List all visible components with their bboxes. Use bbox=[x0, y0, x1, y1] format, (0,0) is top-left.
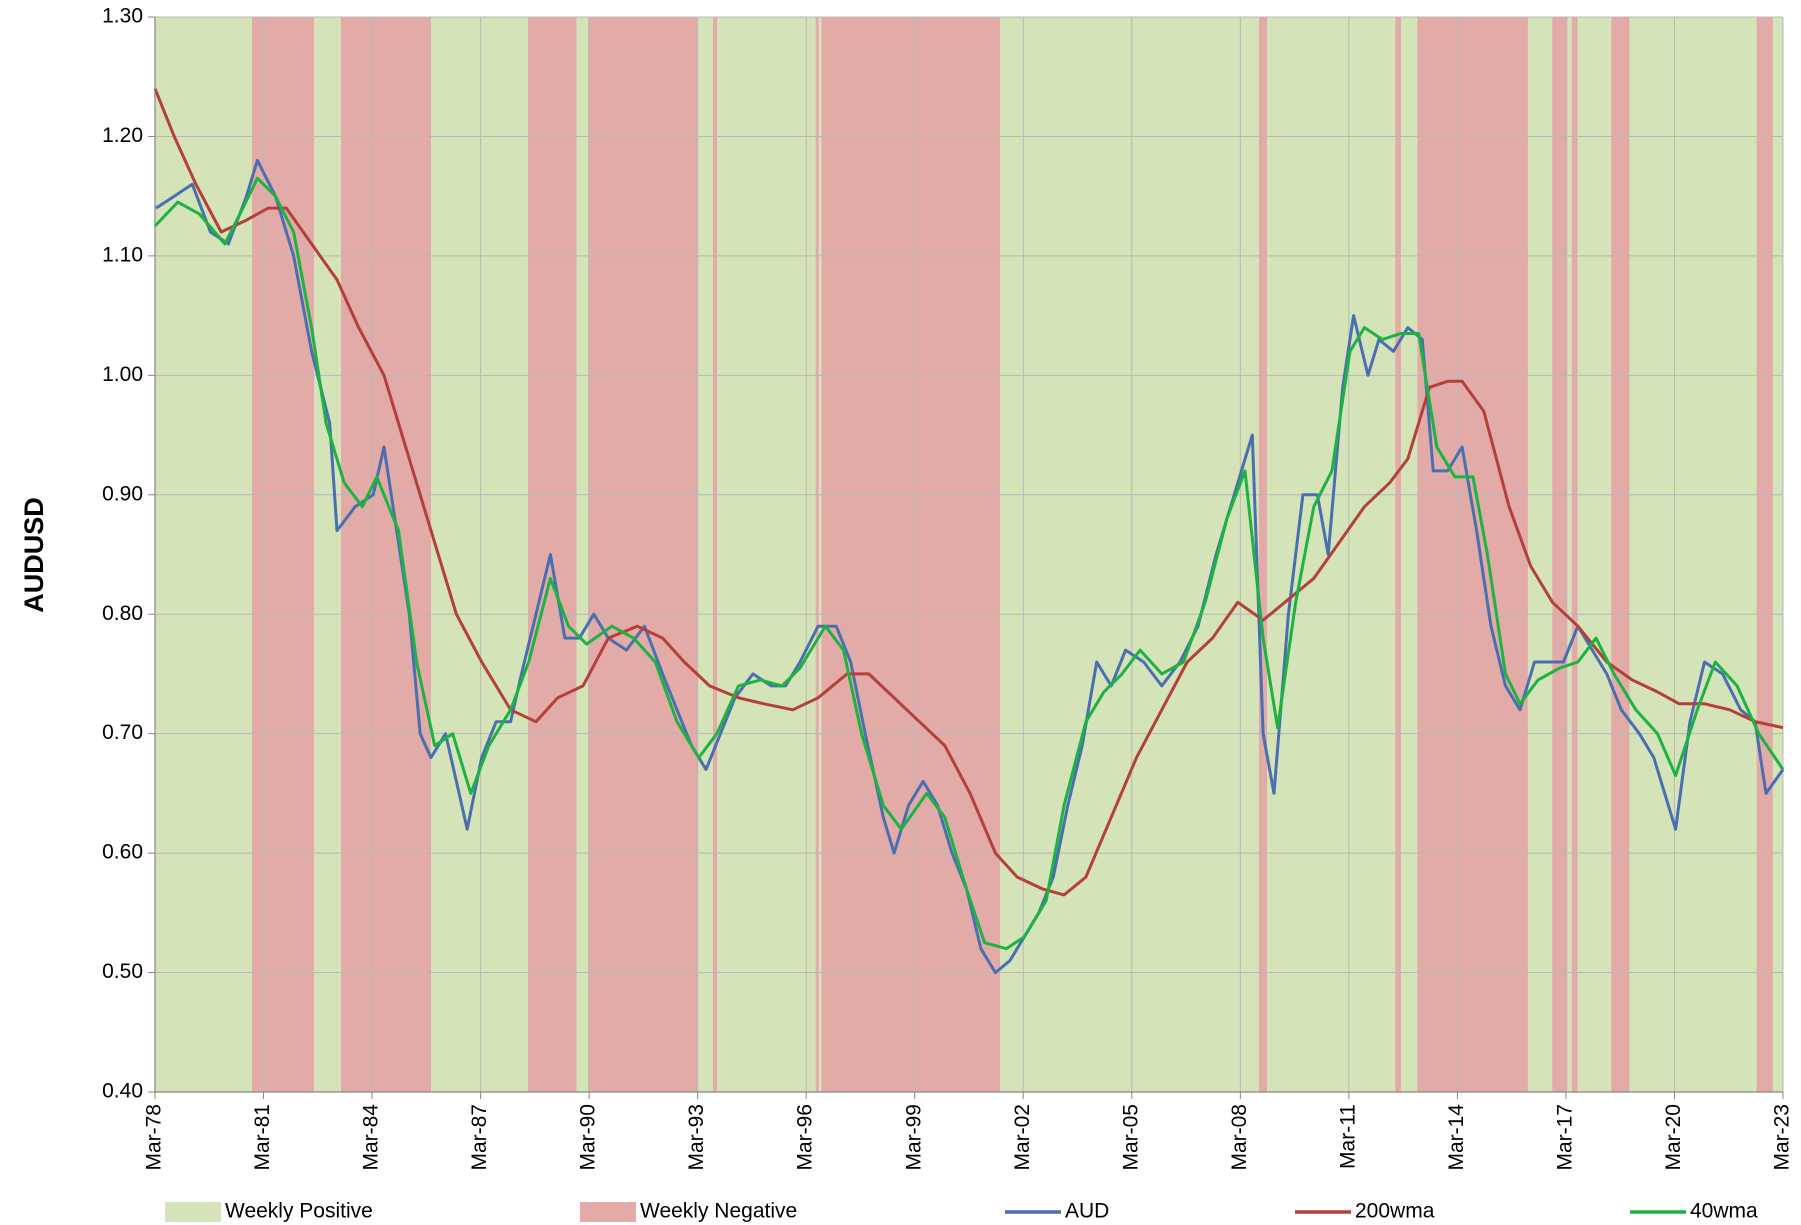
regime-band bbox=[1629, 17, 1757, 1092]
y-tick-label: 0.80 bbox=[102, 602, 143, 625]
x-tick-label: Mar-81 bbox=[251, 1104, 274, 1171]
regime-band bbox=[1395, 17, 1401, 1092]
regime-band bbox=[818, 17, 822, 1092]
bands bbox=[155, 17, 1783, 1092]
lines bbox=[153, 88, 1785, 975]
y-tick-label: 1.00 bbox=[102, 363, 143, 386]
x-tick-label: Mar-93 bbox=[685, 1104, 708, 1171]
regime-band bbox=[431, 17, 528, 1092]
y-tick-label: 1.30 bbox=[102, 5, 143, 28]
legend: Weekly Positive Weekly Negative AUD 200wma 4… bbox=[165, 1200, 1758, 1223]
legend-label: 40wma bbox=[1690, 1200, 1758, 1223]
y-tick-label: 1.20 bbox=[102, 124, 143, 147]
regime-band bbox=[155, 17, 252, 1092]
regime-band bbox=[712, 17, 718, 1092]
regime-band bbox=[340, 17, 432, 1092]
regime-band bbox=[314, 17, 341, 1092]
x-tick-label: Mar-78 bbox=[143, 1104, 166, 1171]
regime-band bbox=[1611, 17, 1630, 1092]
regime-band bbox=[1571, 17, 1578, 1092]
series-line bbox=[153, 88, 1784, 897]
y-tick-label: 1.10 bbox=[102, 243, 143, 266]
legend-label: AUD bbox=[1065, 1200, 1109, 1223]
y-axis-title: AUDUSD bbox=[19, 497, 49, 613]
regime-band bbox=[1756, 17, 1773, 1092]
regime-band bbox=[1577, 17, 1612, 1092]
regime-band bbox=[576, 17, 589, 1092]
regime-band bbox=[1552, 17, 1568, 1092]
regime-band bbox=[717, 17, 816, 1092]
y-tick-label: 0.50 bbox=[102, 960, 143, 983]
x-tick-label: Mar-05 bbox=[1119, 1104, 1142, 1171]
regime-band bbox=[1527, 17, 1553, 1092]
y-tick-label: 0.40 bbox=[102, 1080, 143, 1103]
regime-band bbox=[1258, 17, 1268, 1092]
legend-swatch bbox=[165, 1202, 221, 1222]
regime-band bbox=[821, 17, 1001, 1092]
series-line bbox=[155, 158, 1785, 975]
regime-band bbox=[1417, 17, 1528, 1092]
y-tick-label: 0.90 bbox=[102, 482, 143, 505]
regime-band bbox=[1772, 17, 1783, 1092]
y-tick-label: 0.70 bbox=[102, 721, 143, 744]
x-tick-label: Mar-20 bbox=[1662, 1104, 1685, 1171]
x-tick-label: Mar-90 bbox=[577, 1104, 600, 1171]
x-tick-label: Mar-23 bbox=[1771, 1104, 1794, 1171]
axes: 0.40 0.50 0.60 0.70 0.80 0.90 1.00 1.10 1.20 1.30… bbox=[102, 5, 1793, 1171]
y-tick-label: 0.60 bbox=[102, 841, 143, 864]
regime-band bbox=[1400, 17, 1418, 1092]
legend-label: 200wma bbox=[1355, 1200, 1435, 1223]
x-tick-label: Mar-11 bbox=[1336, 1104, 1359, 1169]
legend-swatch bbox=[580, 1202, 636, 1222]
x-tick-label: Mar-96 bbox=[794, 1104, 817, 1171]
x-tick-label: Mar-84 bbox=[360, 1104, 383, 1171]
legend-label: Weekly Negative bbox=[640, 1200, 797, 1223]
x-tick-label: Mar-08 bbox=[1228, 1104, 1251, 1171]
grid bbox=[154, 16, 1784, 1093]
series-line bbox=[153, 176, 1785, 951]
regime-band bbox=[251, 17, 315, 1092]
x-tick-label: Mar-17 bbox=[1553, 1104, 1576, 1171]
x-tick-label: Mar-99 bbox=[902, 1104, 925, 1171]
regime-band bbox=[1000, 17, 1259, 1092]
regime-band bbox=[588, 17, 698, 1092]
legend-label: Weekly Positive bbox=[225, 1200, 373, 1223]
x-tick-label: Mar-14 bbox=[1445, 1104, 1468, 1171]
regime-band bbox=[697, 17, 713, 1092]
regime-band bbox=[815, 17, 819, 1092]
x-tick-label: Mar-02 bbox=[1011, 1104, 1034, 1171]
x-tick-label: Mar-87 bbox=[468, 1104, 491, 1171]
regime-band bbox=[527, 17, 577, 1092]
regime-band bbox=[1567, 17, 1572, 1092]
